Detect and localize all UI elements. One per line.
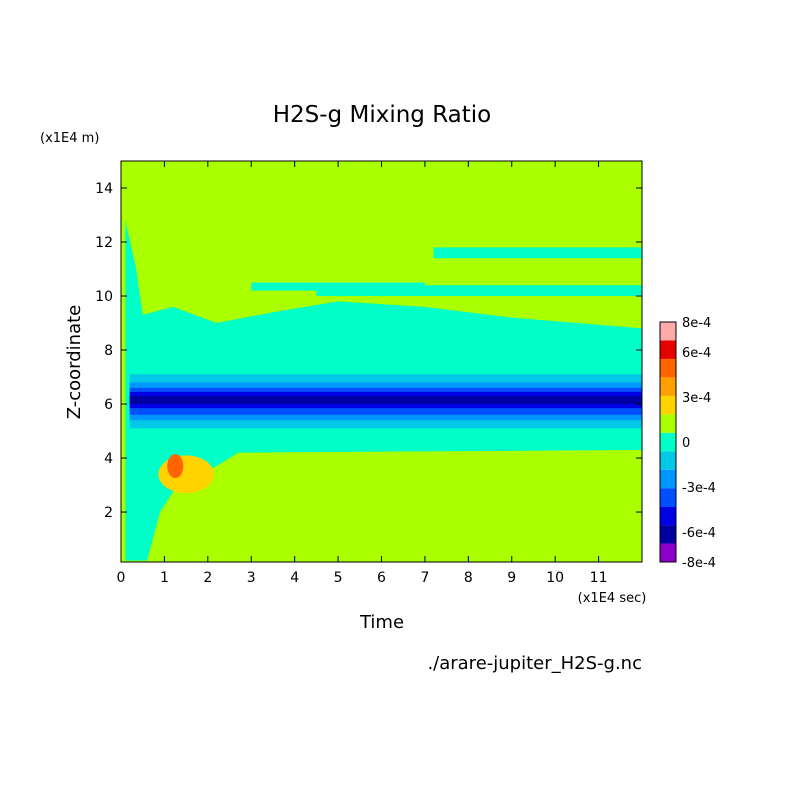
x-tick-label: 2: [203, 570, 212, 586]
colorbar-swatch: [660, 506, 676, 526]
colorbar-label: -8e-4: [682, 556, 716, 571]
y-tick-label: 6: [104, 397, 113, 413]
plot-area: [121, 161, 642, 562]
x-axis-label: Time: [359, 612, 404, 633]
colorbar-label: -6e-4: [682, 526, 716, 541]
y-tick-label: 12: [95, 235, 113, 251]
y-tick-label: 8: [104, 343, 113, 359]
colorbar-swatch: [660, 395, 676, 415]
colorbar-swatch: [660, 488, 676, 507]
field-streak: [316, 285, 642, 297]
field-streak: [433, 247, 642, 259]
x-tick-label: 3: [247, 570, 256, 586]
colorbar-swatch: [660, 340, 676, 359]
colorbar-swatch: [660, 414, 676, 433]
x-tick-label: 4: [290, 570, 299, 586]
x-tick-label: 0: [117, 570, 126, 586]
colorbar-swatch: [660, 358, 676, 378]
x-tick-label: 7: [420, 570, 429, 586]
colorbar-swatch: [660, 469, 676, 489]
colorbar-swatch: [660, 525, 676, 544]
y-tick-label: 10: [95, 289, 113, 305]
y-tick-label: 4: [104, 451, 113, 467]
x-tick-label: 9: [507, 570, 516, 586]
x-tick-label: 8: [464, 570, 473, 586]
field-positive-max: [167, 454, 184, 479]
colorbar-label: 3e-4: [682, 391, 711, 406]
x-tick-label: 6: [377, 570, 386, 586]
field-negative-band: [129, 395, 642, 405]
colorbar-swatch: [660, 451, 676, 470]
colorbar-frame: [659, 321, 677, 563]
colorbar-swatch: [660, 322, 676, 341]
y-axis-label: Z-coordinate: [64, 305, 85, 420]
colorbar-label: -3e-4: [682, 481, 716, 496]
field-streak: [251, 282, 425, 291]
colorbar: 8e-4 6e-4 3e-4 0 -3e-4 -6e-4 -8e-4: [659, 316, 716, 571]
field-positive: [158, 455, 214, 494]
x-tick-label: 10: [546, 570, 564, 586]
chart-title: H2S-g Mixing Ratio: [273, 102, 492, 128]
x-tick-label: 5: [334, 570, 343, 586]
y-units: (x1E4 m): [40, 131, 99, 146]
x-tick-label: 11: [590, 570, 608, 586]
colorbar-swatch: [660, 432, 676, 452]
y-tick-label: 2: [104, 505, 113, 521]
colorbar-swatch: [660, 543, 676, 562]
x-tick-label: 1: [160, 570, 169, 586]
colorbar-label: 0: [682, 436, 690, 451]
colorbar-label: 6e-4: [682, 346, 711, 361]
y-tick-label: 14: [95, 181, 113, 197]
x-units: (x1E4 sec): [578, 591, 647, 606]
colorbar-label: 8e-4: [682, 316, 711, 331]
source-file: ./arare-jupiter_H2S-g.nc: [427, 653, 642, 674]
colorbar-swatch: [660, 377, 676, 396]
